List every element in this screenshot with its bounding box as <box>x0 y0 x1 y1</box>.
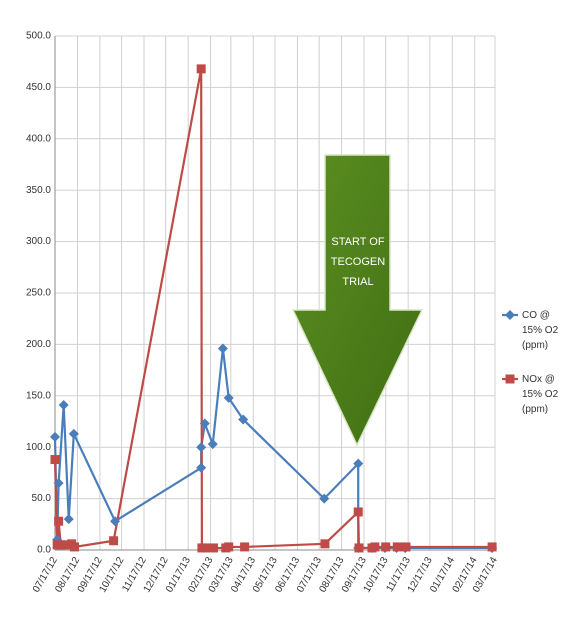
marker <box>109 536 119 546</box>
y-tick-label: 50.0 <box>32 493 52 504</box>
marker <box>208 543 218 553</box>
marker <box>353 507 363 517</box>
marker <box>505 310 515 320</box>
y-tick-label: 400.0 <box>26 133 51 144</box>
y-tick-label: 250.0 <box>26 288 51 299</box>
marker <box>199 418 210 429</box>
marker <box>217 343 228 354</box>
marker <box>50 455 60 465</box>
series-line <box>53 68 493 550</box>
marker <box>196 462 207 473</box>
marker <box>370 542 380 552</box>
marker <box>201 543 211 553</box>
marker <box>196 442 207 453</box>
marker <box>61 540 71 550</box>
marker <box>240 542 250 552</box>
marker <box>319 493 330 504</box>
marker <box>207 439 218 450</box>
legend-item: CO @ 15% O2 (ppm) <box>522 310 559 351</box>
marker <box>63 514 74 525</box>
marker <box>68 428 79 439</box>
marker <box>224 542 234 552</box>
annotation: START OF TECOGEN TRIAL <box>330 236 386 288</box>
marker <box>354 543 364 553</box>
legend-item: NOx @ 15% O2 (ppm) <box>522 374 559 415</box>
marker <box>320 539 330 549</box>
marker <box>353 458 364 469</box>
y-tick-label: 150.0 <box>26 390 51 401</box>
marker <box>70 542 80 552</box>
marker <box>401 542 411 552</box>
y-tick-label: 350.0 <box>26 185 51 196</box>
y-tick-label: 500.0 <box>26 31 51 42</box>
annotation-arrow <box>291 154 424 447</box>
marker <box>58 400 69 411</box>
y-tick-label: 0.0 <box>37 545 51 556</box>
y-tick-label: 300.0 <box>26 236 51 247</box>
marker <box>223 392 234 403</box>
marker <box>56 540 66 550</box>
marker <box>110 516 121 527</box>
marker <box>487 542 497 552</box>
marker <box>505 374 515 384</box>
y-tick-label: 450.0 <box>26 82 51 93</box>
marker <box>54 516 64 526</box>
marker <box>50 431 60 442</box>
marker <box>381 542 391 552</box>
y-tick-label: 200.0 <box>26 339 51 350</box>
y-tick-label: 100.0 <box>26 442 51 453</box>
series-line <box>53 348 493 550</box>
marker <box>392 542 402 552</box>
marker <box>196 64 206 74</box>
marker <box>238 414 249 425</box>
marker <box>53 478 64 489</box>
